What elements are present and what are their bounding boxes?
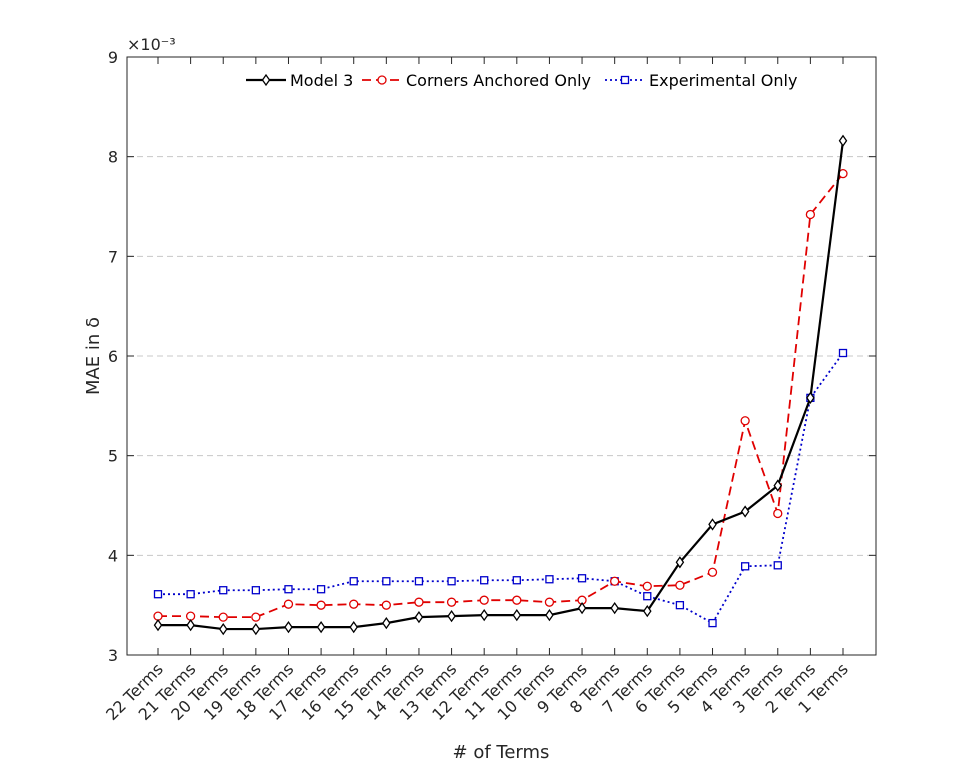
- model-3-marker: [708, 518, 717, 531]
- y-multiplier-label: ×10⁻³: [127, 35, 176, 54]
- model-3-marker: [577, 602, 587, 615]
- experimental-only-marker: [349, 577, 358, 586]
- legend-swatch-marker: [620, 75, 630, 85]
- model-3-marker: [284, 620, 293, 634]
- legend-swatch-marker: [377, 75, 387, 85]
- experimental-only-marker: [675, 601, 685, 610]
- model-3-marker: [447, 609, 456, 623]
- experimental-only-marker: [643, 592, 652, 601]
- corners-anchored-only-marker: [414, 597, 424, 607]
- corners-anchored-only-marker: [740, 416, 750, 426]
- legend-label: Model 3: [290, 71, 353, 90]
- corners-anchored-only-marker: [316, 600, 326, 610]
- model-3-marker: [642, 605, 652, 618]
- corners-anchored-only-marker: [446, 597, 457, 607]
- model-3-marker: [153, 618, 163, 632]
- corners-anchored-only-marker: [185, 611, 196, 621]
- x-axis-title: # of Terms: [453, 742, 550, 763]
- y-tick-label: 9: [108, 48, 118, 67]
- experimental-only-marker: [512, 576, 521, 585]
- model-3-marker: [512, 608, 522, 622]
- series-model-3: [153, 134, 848, 636]
- experimental-only-marker: [577, 574, 587, 583]
- model-3-marker: [251, 622, 261, 636]
- y-tick-label: 5: [108, 447, 118, 466]
- experimental-only-marker: [708, 618, 717, 628]
- experimental-only-marker: [186, 590, 195, 599]
- experimental-only-marker: [545, 575, 554, 584]
- experimental-only-marker: [153, 590, 163, 599]
- model-3-marker: [316, 620, 326, 634]
- model-3-marker: [414, 610, 424, 624]
- model-3-line: [158, 140, 845, 631]
- corners-anchored-only-marker: [283, 599, 294, 609]
- series-experimental-only: [153, 348, 848, 628]
- model-3-marker: [675, 556, 685, 569]
- y-axis-title: MAE in δ: [83, 317, 104, 395]
- experimental-only-marker: [219, 586, 228, 595]
- model-3-marker: [740, 505, 750, 518]
- corners-anchored-only-marker: [544, 597, 555, 607]
- experimental-only-marker: [414, 577, 424, 586]
- legend-label: Corners Anchored Only: [406, 71, 591, 90]
- legend-item-corners-anchored-only: Corners Anchored Only: [362, 71, 591, 90]
- series-layer: [153, 134, 848, 636]
- model-3-marker: [186, 618, 195, 632]
- corners-anchored-only-marker: [381, 600, 391, 610]
- corners-anchored-only-marker: [512, 595, 522, 605]
- experimental-only-marker: [480, 576, 489, 585]
- y-tick-label: 6: [108, 347, 118, 366]
- corners-anchored-only-line: [158, 173, 844, 619]
- corners-anchored-only-marker: [218, 612, 228, 622]
- model-3-marker: [773, 479, 783, 492]
- model-3-marker: [838, 134, 848, 147]
- experimental-only-marker: [316, 585, 326, 594]
- model-3-marker: [218, 622, 228, 636]
- model-3-marker: [610, 602, 619, 615]
- corners-anchored-only-marker: [349, 599, 359, 609]
- legend: Model 3 Corners Anchored Only Experimental…: [246, 71, 797, 90]
- corners-anchored-only-marker: [153, 611, 163, 621]
- experimental-only-marker: [740, 562, 750, 571]
- corners-anchored-only-marker: [773, 508, 783, 519]
- corners-anchored-only-marker: [675, 580, 685, 590]
- experimental-only-marker: [447, 577, 456, 586]
- y-tick-label: 8: [108, 148, 118, 167]
- experimental-only-marker: [284, 585, 293, 594]
- model-3-marker: [806, 391, 815, 404]
- legend-label: Experimental Only: [649, 71, 797, 90]
- experimental-only-marker: [382, 577, 391, 586]
- experimental-only-marker: [251, 586, 261, 595]
- grid-lines: [127, 156, 876, 556]
- corners-anchored-only-marker: [251, 612, 261, 622]
- corners-anchored-only-marker: [707, 567, 718, 577]
- y-tick-label: 7: [108, 247, 118, 266]
- model-3-marker: [382, 616, 391, 630]
- y-tick-label: 4: [108, 546, 118, 565]
- corners-anchored-only-marker: [642, 581, 652, 591]
- legend-swatch-marker: [261, 73, 271, 87]
- corners-anchored-only-marker: [610, 576, 620, 586]
- model-3-marker: [479, 608, 489, 622]
- model-3-marker: [545, 608, 554, 622]
- series-corners-anchored-only: [153, 168, 848, 622]
- y-tick-label: 3: [108, 646, 118, 665]
- legend-item-model-3: Model 3: [246, 71, 353, 90]
- experimental-only-marker: [773, 561, 782, 570]
- model-3-marker: [349, 620, 359, 634]
- experimental-only-marker: [838, 348, 848, 358]
- corners-anchored-only-marker: [805, 209, 816, 220]
- legend-item-experimental-only: Experimental Only: [605, 71, 797, 90]
- corners-anchored-only-marker: [479, 595, 489, 605]
